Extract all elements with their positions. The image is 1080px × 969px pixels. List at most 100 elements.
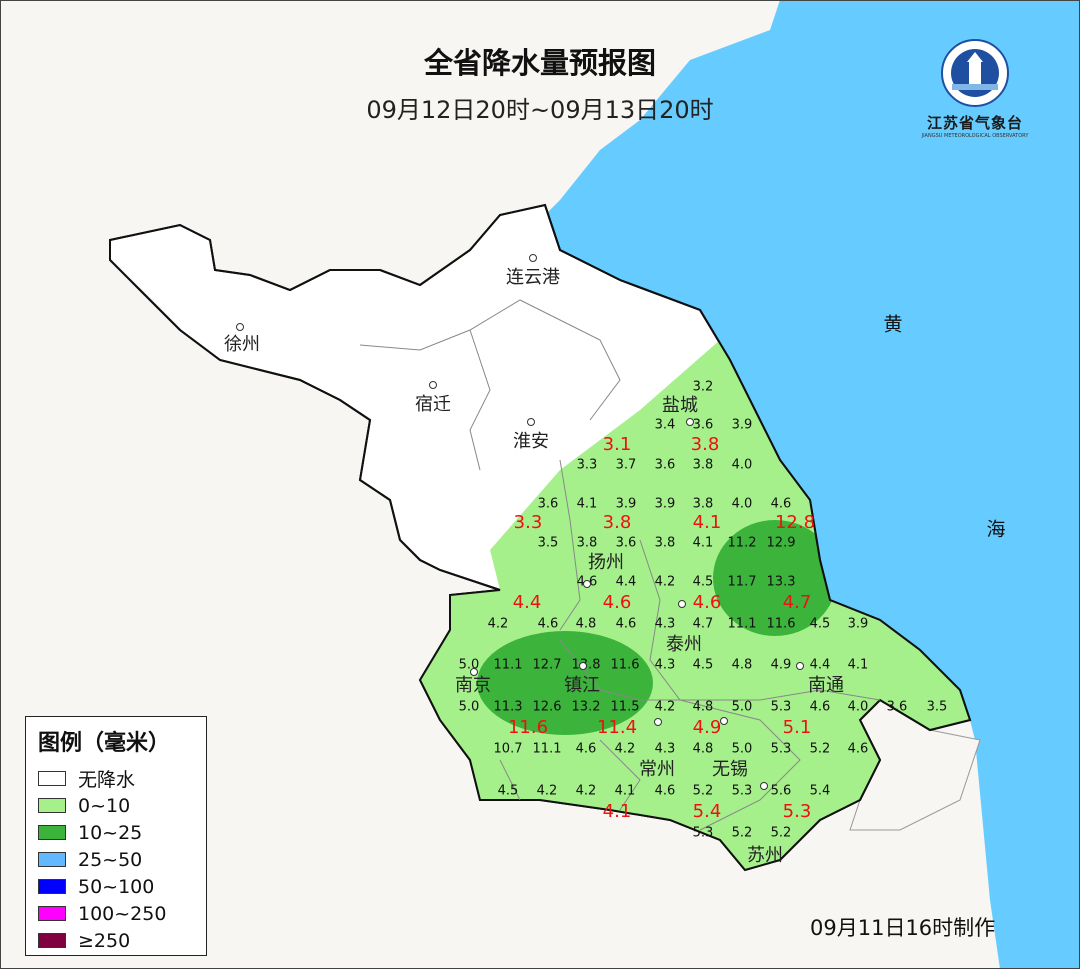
station-value: 11.6	[610, 657, 640, 673]
legend-label: 无降水	[78, 769, 136, 791]
station-value: 13.3	[766, 574, 796, 590]
station-value: 4.2	[536, 783, 558, 799]
area-average-value: 11.4	[596, 717, 638, 738]
station-value: 3.5	[926, 699, 948, 715]
station-value: 3.4	[654, 417, 676, 433]
station-value: 4.1	[614, 783, 636, 799]
station-value: 4.8	[692, 699, 714, 715]
area-average-value: 4.6	[602, 592, 632, 613]
area-average-value: 4.6	[692, 592, 722, 613]
station-value: 11.6	[766, 616, 796, 632]
station-value: 3.6	[615, 535, 637, 551]
area-average-value: 3.8	[602, 512, 632, 533]
station-value: 3.2	[692, 379, 714, 395]
station-value: 11.1	[727, 616, 757, 632]
station-value: 11.3	[493, 699, 523, 715]
rain-10-25-area	[713, 520, 837, 636]
station-value: 11.5	[610, 699, 640, 715]
station-value: 4.6	[847, 741, 869, 757]
station-value: 4.8	[692, 741, 714, 757]
issue-time: 09月11日16时制作	[810, 916, 996, 940]
area-average-value: 4.7	[782, 592, 812, 613]
area-average-value: 3.1	[602, 434, 632, 455]
station-value: 5.3	[770, 741, 792, 757]
logo-name: 江苏省气象台	[926, 114, 1023, 132]
observatory-logo: 江苏省气象台 JIANGSU METEOROLOGICAL OBSERVATOR…	[905, 38, 1045, 139]
station-value: 5.3	[770, 699, 792, 715]
station-value: 4.1	[847, 657, 869, 673]
station-value: 4.6	[770, 496, 792, 512]
station-value: 3.6	[654, 457, 676, 473]
legend-swatch	[38, 798, 66, 813]
city-marker-icon	[760, 782, 768, 790]
station-value: 4.5	[809, 616, 831, 632]
area-average-value: 5.4	[692, 801, 722, 822]
station-value: 4.6	[654, 783, 676, 799]
city-label: 连云港	[506, 267, 560, 288]
city-marker-icon	[796, 662, 804, 670]
city-marker-icon	[470, 668, 478, 676]
city-marker-icon	[429, 381, 437, 389]
station-value: 3.6	[692, 417, 714, 433]
station-value: 3.9	[731, 417, 753, 433]
station-value: 4.0	[731, 496, 753, 512]
area-average-value: 4.4	[512, 592, 542, 613]
area-average-value: 12.8	[774, 512, 816, 533]
station-value: 12.6	[532, 699, 562, 715]
legend-swatch	[38, 825, 66, 840]
station-value: 4.3	[654, 741, 676, 757]
legend: 图例（毫米） 无降水 0~10 10~25 25~50 50~100 100~250 ≥25…	[25, 716, 207, 956]
city-label: 盐城	[662, 395, 698, 416]
city-marker-icon	[583, 580, 591, 588]
area-average-value: 3.8	[690, 434, 720, 455]
station-value: 5.0	[731, 699, 753, 715]
legend-title: 图例（毫米）	[38, 731, 171, 756]
province-outline	[109, 203, 972, 872]
station-value: 4.5	[692, 574, 714, 590]
legend-item: ≥250	[38, 927, 194, 954]
city-label: 扬州	[588, 552, 624, 573]
city-label: 镇江	[564, 675, 600, 696]
area-average-value: 4.9	[692, 717, 722, 738]
rain-10-25-area	[477, 631, 653, 735]
city-label: 泰州	[666, 634, 702, 655]
station-value: 3.8	[654, 535, 676, 551]
city-marker-icon	[654, 718, 662, 726]
station-value: 5.0	[731, 741, 753, 757]
station-value: 4.7	[692, 616, 714, 632]
station-value: 4.9	[770, 657, 792, 673]
legend-item: 100~250	[38, 900, 194, 927]
city-marker-icon	[527, 418, 535, 426]
station-value: 4.6	[809, 699, 831, 715]
legend-swatch	[38, 933, 66, 948]
logo-english: JIANGSU METEOROLOGICAL OBSERVATORY	[921, 133, 1029, 139]
station-value: 3.6	[886, 699, 908, 715]
legend-label: 100~250	[78, 902, 167, 925]
legend-item: 25~50	[38, 846, 194, 873]
legend-item: 0~10	[38, 792, 194, 819]
sea-label: 海	[986, 518, 1006, 541]
area-average-value: 5.1	[782, 717, 812, 738]
area-average-value: 4.1	[602, 801, 632, 822]
city-borders	[359, 299, 881, 831]
station-value: 5.2	[731, 825, 753, 841]
legend-swatch	[38, 771, 66, 786]
station-value: 13.2	[571, 699, 601, 715]
station-value: 4.0	[731, 457, 753, 473]
sea-label: 黄	[883, 313, 903, 336]
station-value: 3.3	[576, 457, 598, 473]
station-value: 12.7	[532, 657, 562, 673]
city-label: 宿迁	[415, 394, 451, 415]
map-title: 全省降水量预报图	[423, 46, 656, 80]
station-value: 10.7	[493, 741, 523, 757]
station-value: 3.8	[692, 496, 714, 512]
legend-item: 50~100	[38, 873, 194, 900]
city-marker-icon	[678, 600, 686, 608]
station-value: 5.6	[770, 783, 792, 799]
station-value: 4.4	[615, 574, 637, 590]
station-value: 4.3	[654, 657, 676, 673]
city-label: 南京	[455, 675, 491, 696]
legend-label: 10~25	[78, 821, 143, 844]
station-value: 4.0	[847, 699, 869, 715]
